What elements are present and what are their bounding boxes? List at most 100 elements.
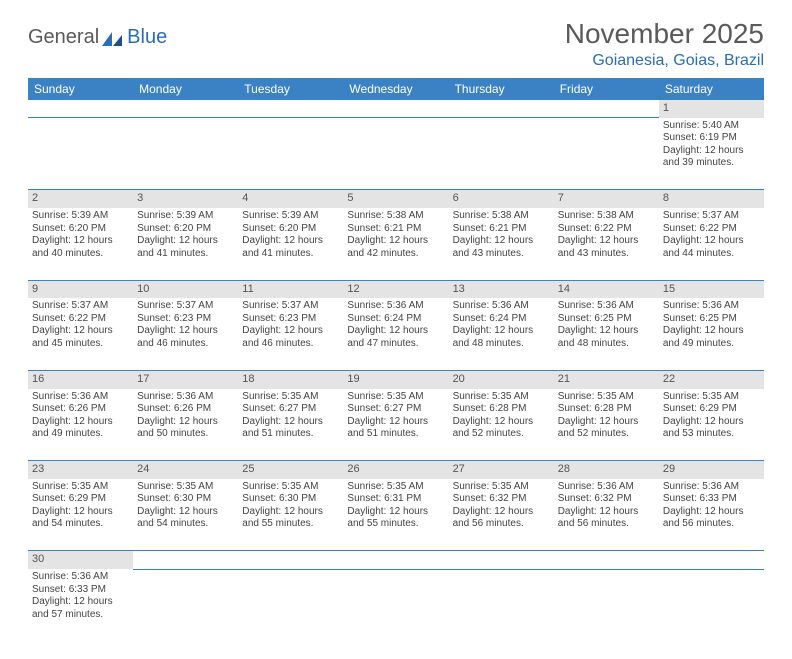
sunrise-line: Sunrise: 5:35 AM	[347, 481, 444, 494]
sunset-line: Sunset: 6:27 PM	[242, 403, 339, 416]
day-number: 20	[449, 370, 554, 388]
sunset-line: Sunset: 6:20 PM	[242, 223, 339, 236]
sunrise-line: Sunrise: 5:35 AM	[558, 391, 655, 404]
day-cell: Sunrise: 5:40 AMSunset: 6:19 PMDaylight:…	[659, 118, 764, 190]
day-number: 17	[133, 370, 238, 388]
day-number	[28, 100, 133, 118]
day-header: Saturday	[659, 78, 764, 100]
sunset-line: Sunset: 6:22 PM	[558, 223, 655, 236]
day-number	[238, 100, 343, 118]
daynum-row: 16171819202122	[28, 370, 764, 388]
day-header: Wednesday	[343, 78, 448, 100]
sunset-line: Sunset: 6:30 PM	[137, 493, 234, 506]
daylight-line: Daylight: 12 hours and 46 minutes.	[137, 325, 234, 350]
daylight-line: Daylight: 12 hours and 49 minutes.	[32, 416, 129, 441]
day-cell	[659, 569, 764, 641]
day-number: 12	[343, 280, 448, 298]
daylight-line: Daylight: 12 hours and 54 minutes.	[137, 506, 234, 531]
sunset-line: Sunset: 6:22 PM	[663, 223, 760, 236]
day-number: 13	[449, 280, 554, 298]
sunset-line: Sunset: 6:23 PM	[242, 313, 339, 326]
sunrise-line: Sunrise: 5:38 AM	[453, 210, 550, 223]
daylight-line: Daylight: 12 hours and 44 minutes.	[663, 235, 760, 260]
sunrise-line: Sunrise: 5:36 AM	[137, 391, 234, 404]
sunset-line: Sunset: 6:25 PM	[558, 313, 655, 326]
day-cell: Sunrise: 5:36 AMSunset: 6:25 PMDaylight:…	[659, 298, 764, 370]
day-cell	[238, 118, 343, 190]
day-cell: Sunrise: 5:39 AMSunset: 6:20 PMDaylight:…	[133, 208, 238, 280]
sunset-line: Sunset: 6:27 PM	[347, 403, 444, 416]
sunrise-line: Sunrise: 5:35 AM	[453, 391, 550, 404]
day-cell: Sunrise: 5:35 AMSunset: 6:27 PMDaylight:…	[343, 389, 448, 461]
sunset-line: Sunset: 6:28 PM	[453, 403, 550, 416]
sunrise-line: Sunrise: 5:36 AM	[558, 300, 655, 313]
day-cell: Sunrise: 5:38 AMSunset: 6:21 PMDaylight:…	[449, 208, 554, 280]
day-cell: Sunrise: 5:35 AMSunset: 6:27 PMDaylight:…	[238, 389, 343, 461]
day-cell: Sunrise: 5:36 AMSunset: 6:26 PMDaylight:…	[28, 389, 133, 461]
day-number: 4	[238, 190, 343, 208]
daylight-line: Daylight: 12 hours and 48 minutes.	[453, 325, 550, 350]
sunrise-line: Sunrise: 5:36 AM	[453, 300, 550, 313]
sunset-line: Sunset: 6:20 PM	[137, 223, 234, 236]
day-number: 27	[449, 461, 554, 479]
sunrise-line: Sunrise: 5:35 AM	[453, 481, 550, 494]
sunrise-line: Sunrise: 5:38 AM	[558, 210, 655, 223]
calendar-body: 1Sunrise: 5:40 AMSunset: 6:19 PMDaylight…	[28, 100, 764, 641]
day-cell: Sunrise: 5:35 AMSunset: 6:30 PMDaylight:…	[238, 479, 343, 551]
sunset-line: Sunset: 6:32 PM	[453, 493, 550, 506]
week-row: Sunrise: 5:35 AMSunset: 6:29 PMDaylight:…	[28, 479, 764, 551]
sunrise-line: Sunrise: 5:35 AM	[663, 391, 760, 404]
sunrise-line: Sunrise: 5:35 AM	[242, 391, 339, 404]
day-cell	[554, 118, 659, 190]
day-header: Tuesday	[238, 78, 343, 100]
daylight-line: Daylight: 12 hours and 49 minutes.	[663, 325, 760, 350]
daylight-line: Daylight: 12 hours and 51 minutes.	[347, 416, 444, 441]
sunset-line: Sunset: 6:20 PM	[32, 223, 129, 236]
sunset-line: Sunset: 6:32 PM	[558, 493, 655, 506]
sunset-line: Sunset: 6:21 PM	[347, 223, 444, 236]
day-number: 9	[28, 280, 133, 298]
sunset-line: Sunset: 6:33 PM	[663, 493, 760, 506]
sunrise-line: Sunrise: 5:36 AM	[32, 571, 129, 584]
day-cell	[343, 569, 448, 641]
week-row: Sunrise: 5:37 AMSunset: 6:22 PMDaylight:…	[28, 298, 764, 370]
day-header: Sunday	[28, 78, 133, 100]
day-cell: Sunrise: 5:39 AMSunset: 6:20 PMDaylight:…	[28, 208, 133, 280]
day-number: 19	[343, 370, 448, 388]
day-number	[133, 551, 238, 569]
logo-text-1: General	[28, 26, 99, 49]
day-number: 16	[28, 370, 133, 388]
daylight-line: Daylight: 12 hours and 41 minutes.	[137, 235, 234, 260]
day-cell: Sunrise: 5:36 AMSunset: 6:24 PMDaylight:…	[343, 298, 448, 370]
day-cell: Sunrise: 5:35 AMSunset: 6:30 PMDaylight:…	[133, 479, 238, 551]
day-cell: Sunrise: 5:35 AMSunset: 6:28 PMDaylight:…	[449, 389, 554, 461]
daylight-line: Daylight: 12 hours and 43 minutes.	[453, 235, 550, 260]
day-number	[554, 100, 659, 118]
day-cell	[554, 569, 659, 641]
daynum-row: 1	[28, 100, 764, 118]
daylight-line: Daylight: 12 hours and 48 minutes.	[558, 325, 655, 350]
sunset-line: Sunset: 6:23 PM	[137, 313, 234, 326]
logo: General Blue	[28, 26, 167, 49]
week-row: Sunrise: 5:39 AMSunset: 6:20 PMDaylight:…	[28, 208, 764, 280]
daylight-line: Daylight: 12 hours and 52 minutes.	[453, 416, 550, 441]
daylight-line: Daylight: 12 hours and 40 minutes.	[32, 235, 129, 260]
week-row: Sunrise: 5:36 AMSunset: 6:26 PMDaylight:…	[28, 389, 764, 461]
day-header-row: SundayMondayTuesdayWednesdayThursdayFrid…	[28, 78, 764, 100]
day-cell: Sunrise: 5:39 AMSunset: 6:20 PMDaylight:…	[238, 208, 343, 280]
day-cell	[343, 118, 448, 190]
daylight-line: Daylight: 12 hours and 50 minutes.	[137, 416, 234, 441]
day-number	[343, 100, 448, 118]
page-title: November 2025	[565, 18, 764, 50]
sunset-line: Sunset: 6:30 PM	[242, 493, 339, 506]
sunrise-line: Sunrise: 5:36 AM	[32, 391, 129, 404]
day-number: 6	[449, 190, 554, 208]
day-cell: Sunrise: 5:36 AMSunset: 6:33 PMDaylight:…	[28, 569, 133, 641]
day-cell: Sunrise: 5:35 AMSunset: 6:29 PMDaylight:…	[659, 389, 764, 461]
sunrise-line: Sunrise: 5:36 AM	[347, 300, 444, 313]
day-cell: Sunrise: 5:35 AMSunset: 6:29 PMDaylight:…	[28, 479, 133, 551]
day-cell	[449, 569, 554, 641]
day-cell: Sunrise: 5:37 AMSunset: 6:23 PMDaylight:…	[238, 298, 343, 370]
day-cell	[28, 118, 133, 190]
sail-icon	[102, 30, 124, 46]
